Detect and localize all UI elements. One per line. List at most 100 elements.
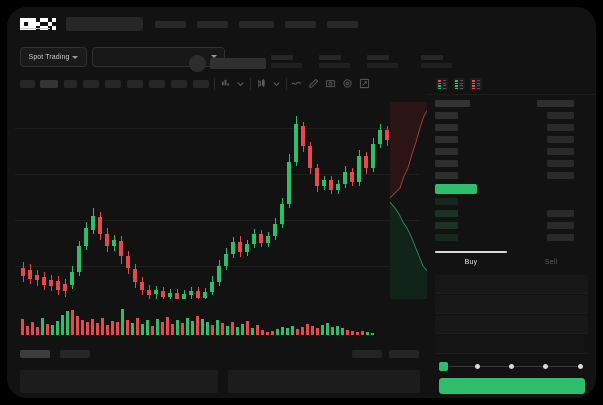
nav-item-1[interactable] [155, 21, 186, 28]
fullscreen-icon[interactable] [359, 78, 370, 89]
chevron-down-icon-2[interactable] [271, 78, 282, 89]
volume-bar [341, 328, 344, 335]
volume-bar [371, 333, 374, 335]
volume-bar [311, 326, 314, 335]
volume-bar [201, 319, 204, 335]
bottom-panel-left[interactable] [20, 370, 218, 393]
candle-body [322, 180, 326, 186]
tab-buy[interactable]: Buy [464, 259, 478, 266]
volume-bar [51, 325, 54, 335]
orderbook-mode-asks-icon[interactable] [470, 78, 482, 90]
volume-bar [161, 322, 164, 335]
app-screen: Spot Trading [7, 7, 596, 398]
candle-body [371, 144, 375, 168]
chevron-down-icon[interactable] [235, 78, 246, 89]
timeframe-9[interactable] [193, 80, 209, 88]
nav-item-4[interactable] [285, 21, 316, 28]
orderbook-bid-row[interactable] [435, 198, 458, 205]
timeframe-7[interactable] [149, 80, 165, 88]
depth-overlay [390, 102, 427, 299]
volume-bar [166, 317, 169, 335]
volume-bar [66, 311, 69, 335]
volume-bar [241, 324, 244, 335]
orderbook-bid-row[interactable] [435, 210, 458, 217]
bottom-tab-open-orders[interactable] [20, 350, 50, 358]
nav-item-3[interactable] [239, 21, 274, 28]
volume-bar [141, 324, 144, 335]
camera-icon[interactable] [325, 78, 336, 89]
orderbook-bid-row[interactable] [435, 222, 458, 229]
stat-24h-high [367, 55, 398, 68]
amount-percent-slider[interactable] [439, 362, 585, 372]
timeframe-1[interactable] [20, 80, 35, 88]
volume-bar [331, 327, 334, 335]
drawing-pencil-icon[interactable] [308, 78, 319, 89]
stat-24h-change [319, 55, 350, 68]
slider-step-75[interactable] [543, 364, 548, 369]
slider-step-100[interactable] [578, 364, 583, 369]
bottom-action-2[interactable] [389, 350, 419, 358]
volume-bar [191, 321, 194, 335]
orderbook-rows[interactable] [427, 94, 596, 249]
volume-bar [271, 331, 274, 335]
timeframe-2[interactable] [40, 80, 58, 88]
indicators-icon[interactable] [220, 78, 231, 89]
settings-gear-icon[interactable] [342, 78, 353, 89]
tab-sell[interactable]: Sell [544, 259, 558, 266]
candle-body [350, 172, 354, 182]
timeframe-3[interactable] [64, 80, 77, 88]
slider-step-50[interactable] [509, 364, 514, 369]
line-tool-icon[interactable] [291, 78, 302, 89]
orderbook-ask-amount [547, 136, 574, 143]
search-input[interactable] [66, 17, 143, 31]
orderbook-mode-both-icon[interactable] [436, 78, 448, 90]
market-type-selector[interactable]: Spot Trading [20, 47, 87, 67]
candle-body [98, 217, 102, 234]
orderbook-bid-row[interactable] [435, 234, 458, 241]
nav-item-5[interactable] [327, 21, 358, 28]
amount-field[interactable] [435, 295, 588, 314]
bottom-action-1[interactable] [352, 350, 382, 358]
candle-body [126, 256, 130, 268]
orderbook-ask-row[interactable] [435, 160, 458, 167]
price-field[interactable] [435, 275, 588, 294]
total-field[interactable] [435, 315, 588, 334]
orderbook-ask-row[interactable] [435, 124, 458, 131]
toolbar-divider-3 [286, 78, 287, 90]
volume-bar [336, 326, 339, 335]
active-tab-underline [20, 28, 50, 29]
orderbook-bid-amount [547, 234, 574, 241]
volume-bar [91, 319, 94, 335]
candle-body [35, 275, 39, 280]
orderbook-ask-row[interactable] [435, 112, 458, 119]
nav-item-2[interactable] [197, 21, 228, 28]
orderbook-ask-row[interactable] [435, 172, 458, 179]
orderbook-ask-row[interactable] [435, 136, 458, 143]
volume-bar [121, 309, 124, 335]
candle-body [168, 293, 172, 297]
candle-body [182, 294, 186, 299]
bottom-tab-order-history[interactable] [60, 350, 90, 358]
orderbook-ask-amount [547, 124, 574, 131]
bottom-panel-right[interactable] [228, 370, 420, 393]
timeframe-8[interactable] [171, 80, 187, 88]
buy-submit-button[interactable] [439, 378, 585, 394]
chart-gridline [15, 174, 419, 175]
slider-step-25[interactable] [475, 364, 480, 369]
timeframe-5[interactable] [105, 80, 121, 88]
candle-body [280, 204, 284, 224]
candle-body [189, 291, 193, 295]
slider-handle[interactable] [439, 362, 448, 371]
orderbook-mode-bids-icon[interactable] [453, 78, 465, 90]
stat-last-price [271, 55, 302, 68]
orderbook-ask-row[interactable] [435, 148, 458, 155]
pair-name-label [210, 58, 266, 69]
candle-body [77, 246, 81, 272]
timeframe-6[interactable] [127, 80, 143, 88]
candle-body [378, 130, 382, 144]
orderbook-ask-amount [547, 160, 574, 167]
orderbook-ask-amount [547, 112, 574, 119]
timeframe-4[interactable] [83, 80, 99, 88]
price-candlestick-chart[interactable] [7, 94, 427, 299]
chart-type-icon[interactable] [256, 78, 267, 89]
